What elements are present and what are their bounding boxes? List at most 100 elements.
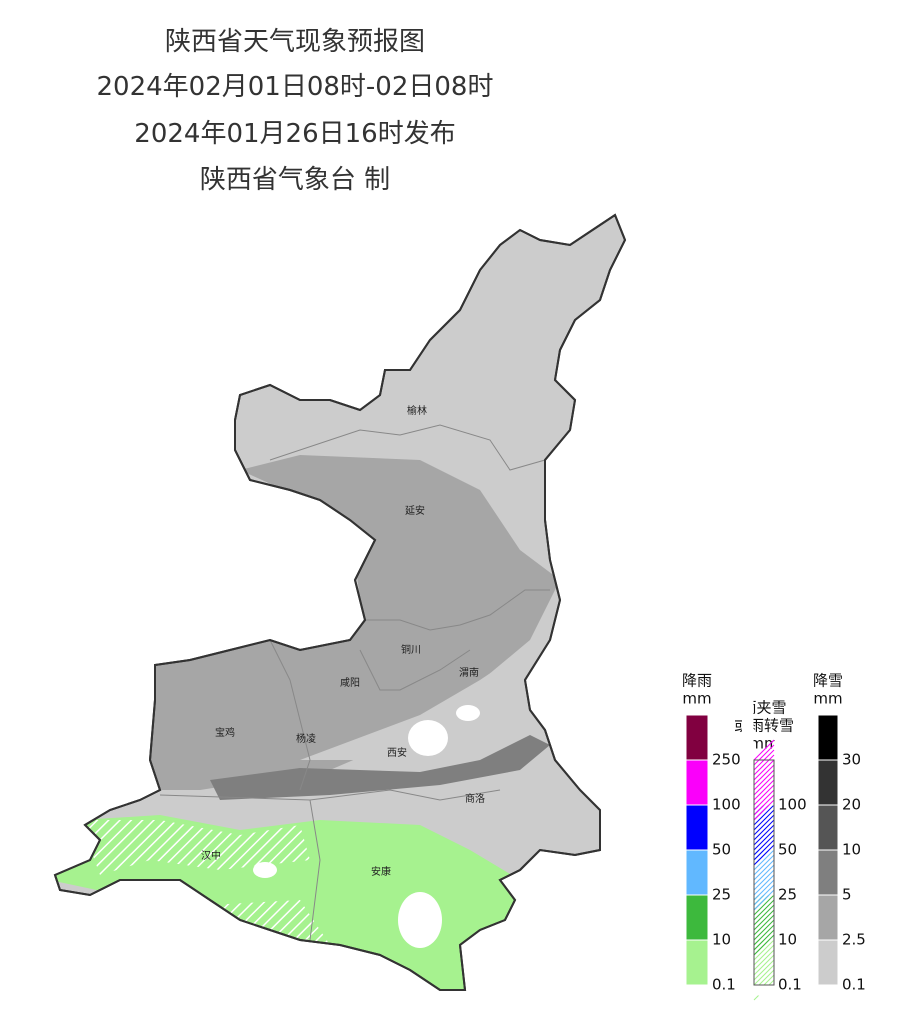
legend-hatch <box>753 814 775 836</box>
legend-tick-label: 100 <box>778 796 807 814</box>
legend-tick-label: 2.5 <box>842 931 866 949</box>
legend-hatch <box>753 879 775 901</box>
title: 陕西省气象台 制 <box>200 165 390 195</box>
legend-hatch <box>753 774 775 796</box>
legend-swatch <box>685 804 709 851</box>
legend-hatch <box>753 834 775 856</box>
legend-hatch <box>753 919 775 941</box>
legend-hatch <box>753 854 775 876</box>
legend-title: mm <box>682 690 711 708</box>
legend-tick-label: 0.1 <box>842 976 866 994</box>
city-label: 杨凌 <box>296 732 316 745</box>
title: 陕西省天气现象预报图 <box>165 27 425 57</box>
legend-hatch <box>753 869 775 891</box>
legend-title: mm <box>813 690 842 708</box>
legend-mask <box>742 700 754 1000</box>
legend-tick-label: 25 <box>712 886 731 904</box>
legend-hatch <box>753 789 775 811</box>
legend-hatch <box>753 939 775 961</box>
city-labels: 榆林 延安 铜川 渭南 咸阳 宝鸡 杨凌 西安 商洛 汉中 安康 <box>201 404 485 878</box>
legend-swatch <box>685 759 709 806</box>
legend-tick-label: 10 <box>712 931 731 949</box>
city-label: 宝鸡 <box>215 726 235 739</box>
city-label: 西安 <box>387 746 407 759</box>
legend-hatch <box>753 839 775 861</box>
legend-tick-label: 10 <box>842 841 861 859</box>
legend-hatch <box>753 874 775 896</box>
legend-hatch <box>753 824 775 846</box>
legend-hatch <box>753 899 775 921</box>
legend-swatch <box>685 849 709 896</box>
city-label: 榆林 <box>407 404 427 417</box>
legend-hatch <box>753 799 775 821</box>
legend-swatch <box>817 714 839 761</box>
legend-hatch <box>753 889 775 911</box>
legend-hatch <box>753 909 775 931</box>
legend-hatch <box>753 754 775 776</box>
legend-mask <box>774 740 778 1000</box>
legend-hatch <box>753 844 775 866</box>
legend-tick-label: 50 <box>712 841 731 859</box>
legend-hatch <box>753 864 775 886</box>
legend-hatch <box>753 949 775 971</box>
legend-swatch <box>685 714 709 761</box>
legend-swatch <box>685 939 709 986</box>
legend-tick-label: 5 <box>842 886 852 904</box>
legend-hatch <box>753 884 775 906</box>
legend-hatch <box>753 849 775 871</box>
legend-tick-label: 30 <box>842 751 861 769</box>
legend-hatch <box>753 829 775 851</box>
legend-hatch <box>753 784 775 806</box>
legend-swatch <box>817 939 839 986</box>
legend-hatch <box>753 964 775 986</box>
legend-swatch <box>817 804 839 851</box>
legend-hatch <box>753 794 775 816</box>
city-label: 汉中 <box>201 849 221 862</box>
legend-hatch <box>753 809 775 831</box>
legend-hatch <box>753 764 775 786</box>
title: 2024年02月01日08时-02日08时 <box>97 72 494 102</box>
legend-hatch <box>753 914 775 936</box>
legend-tick-label: 0.1 <box>778 976 802 994</box>
legend-swatch <box>685 894 709 941</box>
map-fill <box>55 215 625 990</box>
legend-swatch <box>817 759 839 806</box>
legend-tick-label: 20 <box>842 796 861 814</box>
legend-title: 降雨 <box>682 672 712 690</box>
legend-hatch <box>753 819 775 841</box>
legend-swatch <box>817 849 839 896</box>
legend-hatch <box>753 929 775 951</box>
legend-hatch <box>753 859 775 881</box>
legend-hatch <box>753 944 775 966</box>
legend-mask <box>752 985 776 996</box>
legend-frame <box>753 759 775 986</box>
legend-swatch <box>817 894 839 941</box>
legend-hatch <box>753 779 775 801</box>
city-label: 商洛 <box>465 792 485 805</box>
legend-hatch <box>753 739 775 761</box>
legend-hatch <box>753 804 775 826</box>
city-label: 咸阳 <box>340 677 360 689</box>
legend-title: 降雪 <box>813 672 843 690</box>
city-label: 铜川 <box>401 644 421 656</box>
legend-tick-label: 50 <box>778 841 797 859</box>
province-outline <box>53 213 627 991</box>
city-label: 延安 <box>405 504 425 517</box>
legend-tick-label: 25 <box>778 886 797 904</box>
legend-hatch <box>753 759 775 781</box>
legend-hatch <box>753 934 775 956</box>
legend-hatch <box>753 894 775 916</box>
legend-hatch <box>753 954 775 976</box>
legend-tick-label: 100 <box>712 796 741 814</box>
legend-hatch <box>753 924 775 946</box>
city-label: 渭南 <box>459 666 479 679</box>
legend-tick-label: 250 <box>712 751 741 769</box>
legend-hatch <box>753 904 775 926</box>
legend-hatch <box>753 744 775 766</box>
legend-tick-label: 0.1 <box>712 976 736 994</box>
title: 2024年01月26日16时发布 <box>134 119 455 149</box>
city-label: 安康 <box>371 865 391 878</box>
legend-hatch <box>753 959 775 981</box>
legend-hatch <box>753 769 775 791</box>
